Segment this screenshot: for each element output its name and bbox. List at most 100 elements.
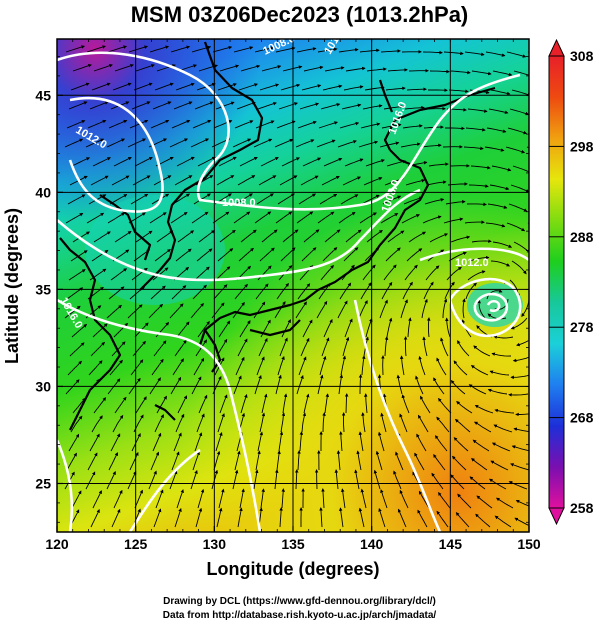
- streamline-arrow: [237, 175, 256, 186]
- streamline-arrow: [428, 162, 449, 167]
- streamline-arrow: [113, 489, 123, 509]
- streamline-arrow: [511, 260, 527, 275]
- streamline-arrow: [416, 433, 427, 452]
- streamline-arrow: [512, 356, 529, 363]
- streamline-arrow: [360, 122, 381, 129]
- x-tick-label: 150: [517, 536, 541, 552]
- streamline-arrow: [254, 46, 275, 53]
- streamline-arrow: [487, 203, 508, 209]
- streamline-arrow: [148, 303, 164, 319]
- streamline-arrow: [318, 121, 338, 129]
- streamline-arrow: [450, 380, 466, 395]
- streamline-arrow: [344, 318, 353, 338]
- streamline-arrow: [296, 211, 314, 224]
- streamline-arrow: [401, 214, 420, 224]
- streamline-arrow: [405, 178, 426, 186]
- streamline-arrow: [106, 138, 126, 148]
- streamline-arrow: [358, 507, 365, 528]
- streamline-arrow: [155, 489, 164, 509]
- streamline-arrow: [488, 478, 507, 490]
- streamline-arrow: [401, 394, 410, 414]
- streamline-arrow: [510, 374, 529, 380]
- streamline-arrow: [171, 285, 187, 300]
- colorbar-bottom-arrow: [548, 507, 565, 526]
- map-plot-area: 1008.0 1008.0 1008.0 1012.0 1012.0 1012.…: [57, 39, 529, 532]
- y-tick-label: 25: [35, 475, 51, 491]
- streamline-arrow: [421, 143, 442, 148]
- streamline-arrow: [156, 230, 174, 243]
- streamline-arrow: [334, 469, 339, 490]
- streamline-arrow: [415, 375, 424, 395]
- streamline-arrow: [473, 421, 492, 433]
- streamline-arrow: [131, 101, 151, 110]
- streamline-arrow: [282, 229, 299, 243]
- streamline-arrow: [198, 230, 215, 243]
- streamline-arrow: [191, 376, 202, 395]
- streamline-arrow: [493, 335, 514, 339]
- streamline-arrow: [216, 507, 223, 528]
- streamline-arrow: [261, 65, 282, 72]
- streamline-arrow: [70, 250, 88, 262]
- streamline-arrow: [279, 175, 298, 186]
- streamline-arrow: [375, 450, 383, 471]
- streamline-arrow: [320, 102, 341, 110]
- streamline-arrow: [489, 370, 510, 376]
- streamline-arrow: [275, 211, 293, 224]
- streamline-arrow: [385, 247, 401, 262]
- streamline-arrow: [72, 63, 92, 72]
- streamline-arrow: [472, 439, 490, 452]
- streamline-arrow: [112, 414, 124, 433]
- streamline-arrow: [468, 184, 489, 188]
- streamline-arrow: [345, 66, 366, 72]
- streamline-arrow: [383, 264, 397, 281]
- streamline-arrow: [448, 251, 467, 262]
- streamline-arrow: [448, 89, 469, 94]
- streamline-arrow: [399, 413, 408, 433]
- streamline-arrow: [363, 393, 368, 414]
- streamline-arrow: [303, 393, 310, 414]
- streamline-arrow: [489, 184, 510, 191]
- y-tick-label: 30: [35, 378, 51, 394]
- streamline-arrow: [297, 450, 301, 471]
- streamline-arrow: [114, 396, 127, 414]
- streamline-arrow: [134, 156, 153, 167]
- streamline-arrow: [342, 176, 362, 186]
- streamline-arrow: [274, 301, 286, 319]
- streamline-arrow: [176, 489, 184, 509]
- streamline-arrow: [192, 284, 207, 300]
- streamline-arrow: [65, 213, 84, 224]
- streamline-arrow: [490, 460, 509, 471]
- streamline-arrow: [111, 175, 130, 186]
- streamline-arrow: [457, 493, 472, 509]
- streamline-arrow: [255, 450, 261, 471]
- credit-data: Data from http://database.rish.kyoto-u.a…: [162, 610, 437, 621]
- streamline-arrow: [240, 229, 257, 243]
- streamline-arrow: [106, 471, 116, 490]
- streamline-arrow: [86, 45, 106, 53]
- streamline-arrow: [379, 141, 400, 148]
- streamline-arrow: [491, 165, 512, 172]
- streamline-arrow: [92, 157, 111, 167]
- streamline-arrow: [324, 66, 345, 72]
- streamline-arrow: [274, 469, 279, 490]
- streamline-arrow: [380, 49, 401, 53]
- streamline-arrow: [494, 515, 512, 528]
- streamline-arrow: [302, 319, 313, 338]
- isobar-label: 1012.0: [455, 257, 489, 269]
- streamline-arrow: [107, 45, 127, 53]
- streamline-arrow: [358, 140, 379, 148]
- streamline-arrow: [150, 451, 160, 471]
- streamline-arrow: [476, 495, 493, 509]
- streamline-arrow: [365, 159, 385, 167]
- streamline-arrow: [324, 229, 341, 243]
- streamline-arrow: [261, 393, 268, 414]
- streamline-arrow: [196, 413, 205, 433]
- streamline-arrow: [381, 281, 393, 300]
- streamline-arrow: [431, 472, 444, 490]
- streamline-arrow: [194, 266, 210, 281]
- streamline-arrow: [404, 264, 418, 281]
- streamline-arrow: [465, 127, 486, 132]
- streamline-arrow: [234, 283, 248, 300]
- streamline-arrow: [216, 175, 235, 186]
- streamline-arrow: [110, 433, 121, 452]
